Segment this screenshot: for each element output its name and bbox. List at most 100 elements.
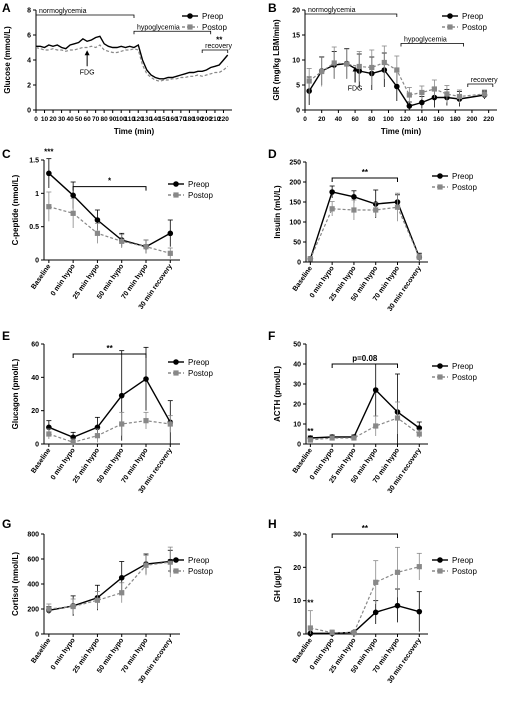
x-tick-label: 0 min hypo bbox=[50, 447, 77, 481]
y-axis-label: GIR (mg/kg LBM/min) bbox=[272, 19, 281, 101]
annotation-label: hypoglycemia bbox=[137, 24, 180, 31]
legend-marker bbox=[173, 181, 179, 187]
annotation-bracket bbox=[201, 49, 229, 53]
annotation-bracket bbox=[400, 43, 465, 47]
legend-label: Postop bbox=[452, 183, 477, 192]
data-point bbox=[351, 435, 357, 441]
significance-label: p=0.08 bbox=[352, 354, 378, 363]
data-point bbox=[416, 254, 422, 260]
legend-label: Preop bbox=[202, 12, 224, 21]
series-preop bbox=[46, 158, 174, 254]
legend-label: Postop bbox=[462, 23, 487, 32]
annotation-label: recovery bbox=[471, 77, 498, 84]
arrow-head bbox=[84, 50, 90, 56]
series-postop bbox=[307, 401, 422, 443]
x-tick-label: 0 bbox=[303, 116, 307, 123]
panel-label: A bbox=[2, 1, 11, 15]
data-point bbox=[46, 170, 52, 177]
legend-label: Postop bbox=[202, 23, 227, 32]
series-postop bbox=[46, 411, 173, 445]
data-point bbox=[143, 244, 149, 250]
y-tick-label: 50 bbox=[293, 342, 301, 349]
panel-b: B 0 5 10 15 20 GIR (mg/kg LBM/min) 0 20 40 60 80 100… bbox=[268, 1, 498, 136]
data-point bbox=[372, 387, 379, 393]
data-point bbox=[167, 559, 173, 565]
x-tick-label: 40 bbox=[66, 116, 74, 123]
panel-label: F bbox=[268, 329, 275, 343]
x-tick-label: 40 bbox=[335, 116, 343, 123]
x-tick-label: 220 bbox=[218, 116, 229, 123]
x-tick-label: 210 bbox=[210, 116, 221, 123]
annotation-label: FDG bbox=[80, 69, 95, 76]
data-point bbox=[351, 194, 357, 200]
y-tick-label: 0 bbox=[297, 632, 301, 639]
legend-marker bbox=[187, 24, 193, 30]
significance-label: * bbox=[108, 177, 112, 186]
x-tick-label: Baseline bbox=[292, 447, 314, 475]
data-point bbox=[167, 250, 173, 256]
y-axis-label: GH (µg/L) bbox=[273, 566, 282, 602]
x-tick-label: 20 bbox=[49, 116, 57, 123]
y-tick-label: 8 bbox=[27, 8, 31, 15]
y-tick-label: 0.5 bbox=[29, 224, 39, 231]
y-tick-label: 0 bbox=[35, 632, 39, 639]
x-tick-label: 120 bbox=[400, 116, 411, 123]
data-point bbox=[118, 392, 125, 399]
data-point bbox=[416, 564, 422, 570]
series-line bbox=[48, 206, 171, 254]
legend-label: Preop bbox=[452, 172, 474, 181]
data-point bbox=[119, 590, 125, 596]
data-point bbox=[419, 99, 425, 106]
series-postop bbox=[307, 546, 422, 636]
legend-marker bbox=[437, 173, 443, 179]
panel-label: G bbox=[2, 517, 11, 531]
y-tick-label: 60 bbox=[31, 342, 39, 349]
x-tick-label: 190 bbox=[192, 116, 203, 123]
significance-label: ** bbox=[307, 427, 314, 436]
series-line bbox=[48, 561, 171, 610]
legend-marker bbox=[173, 568, 179, 574]
y-tick-label: 150 bbox=[289, 200, 301, 207]
x-tick-label: 140 bbox=[416, 116, 427, 123]
legend-label: Preop bbox=[452, 556, 474, 565]
series-preop bbox=[46, 549, 174, 616]
y-tick-label: 1.5 bbox=[29, 158, 39, 165]
legend-label: Postop bbox=[188, 369, 213, 378]
x-axis-label: Time (min) bbox=[381, 127, 422, 136]
data-point bbox=[307, 256, 313, 262]
y-tick-label: 15 bbox=[292, 33, 300, 40]
x-tick-label: 100 bbox=[116, 116, 127, 123]
annotation-bracket bbox=[467, 83, 494, 87]
data-point bbox=[46, 204, 52, 210]
legend-marker bbox=[437, 557, 443, 563]
x-tick-label: 50 bbox=[75, 116, 83, 123]
legend-marker bbox=[437, 184, 443, 190]
x-tick-label: 70 bbox=[92, 116, 100, 123]
x-tick-label: Baseline bbox=[30, 263, 52, 291]
y-tick-label: 10 bbox=[293, 598, 301, 605]
data-point bbox=[329, 206, 335, 212]
x-tick-label: 170 bbox=[175, 116, 186, 123]
series-line bbox=[48, 172, 171, 248]
data-point bbox=[70, 439, 76, 445]
data-point bbox=[416, 431, 422, 437]
x-tick-label: 130 bbox=[141, 116, 152, 123]
x-tick-label: 160 bbox=[433, 116, 444, 123]
annotation-bracket bbox=[304, 13, 398, 17]
data-point bbox=[307, 625, 313, 631]
data-point bbox=[406, 92, 412, 98]
legend-marker bbox=[437, 374, 443, 380]
series-line bbox=[310, 388, 420, 439]
x-tick-label: 220 bbox=[483, 116, 494, 123]
y-tick-label: 20 bbox=[292, 8, 300, 15]
data-point bbox=[372, 609, 379, 616]
y-tick-label: 40 bbox=[293, 362, 301, 369]
data-point bbox=[306, 78, 312, 84]
y-tick-label: 2 bbox=[27, 83, 31, 90]
data-point bbox=[319, 68, 325, 75]
legend-marker bbox=[173, 370, 179, 376]
x-tick-label: Baseline bbox=[30, 637, 52, 665]
